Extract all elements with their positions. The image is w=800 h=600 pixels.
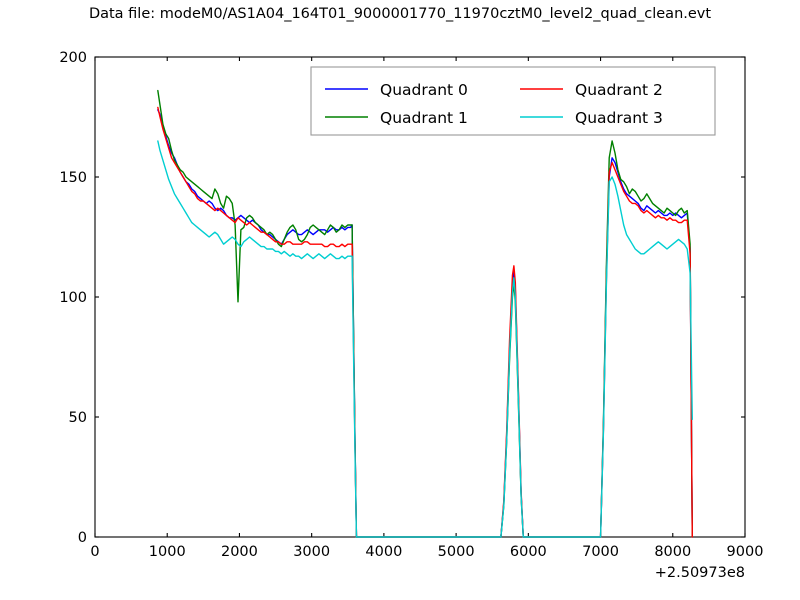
x-tick-label: 2000 bbox=[221, 544, 258, 560]
x-axis-offset-label: +2.50973e8 bbox=[655, 565, 745, 581]
y-tick-label: 150 bbox=[59, 170, 87, 186]
x-tick-label: 5000 bbox=[438, 544, 475, 560]
series-line-quadrant-3 bbox=[157, 140, 693, 538]
series-group bbox=[157, 89, 693, 538]
legend-box bbox=[310, 66, 716, 136]
x-tick-label: 1000 bbox=[149, 544, 186, 560]
x-tick-label: 8000 bbox=[654, 544, 691, 560]
x-tick-label: 0 bbox=[90, 544, 99, 560]
x-tick-label: 4000 bbox=[365, 544, 402, 560]
x-tick-label: 3000 bbox=[293, 544, 330, 560]
y-tick-label: 0 bbox=[78, 530, 87, 546]
y-tick-label: 50 bbox=[69, 410, 87, 426]
legend-label-quadrant-3[interactable]: Quadrant 3 bbox=[575, 109, 663, 127]
legend-label-quadrant-2[interactable]: Quadrant 2 bbox=[575, 81, 663, 99]
y-tick-label: 200 bbox=[59, 50, 87, 66]
figure-title: Data file: modeM0/AS1A04_164T01_90000017… bbox=[88, 6, 712, 22]
series-line-quadrant-2 bbox=[157, 106, 693, 538]
series-line-quadrant-0 bbox=[157, 109, 693, 538]
series-line-quadrant-1 bbox=[157, 89, 693, 538]
legend-label-quadrant-0[interactable]: Quadrant 0 bbox=[380, 81, 468, 99]
legend-group[interactable]: Quadrant 0 Quadrant 1 Quadrant 2 Quadrant 3 bbox=[310, 66, 716, 136]
x-tick-label: 7000 bbox=[582, 544, 619, 560]
x-tick-label: 9000 bbox=[727, 544, 764, 560]
y-tick-label: 100 bbox=[59, 290, 87, 306]
legend-label-quadrant-1[interactable]: Quadrant 1 bbox=[380, 109, 468, 127]
x-tick-label: 6000 bbox=[510, 544, 547, 560]
